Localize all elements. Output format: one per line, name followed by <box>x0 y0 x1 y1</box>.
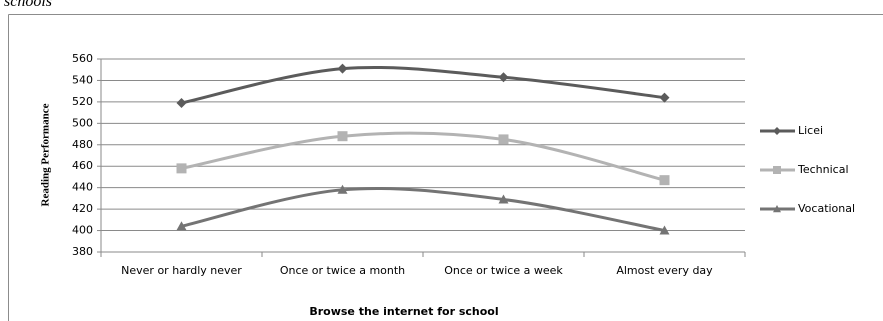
point-marker <box>498 134 509 145</box>
y-tick-label: 380 <box>72 245 93 258</box>
point-marker <box>337 184 348 194</box>
y-tick-label: 400 <box>72 224 93 237</box>
y-tick-label: 460 <box>72 159 93 172</box>
x-tick-label: Never or hardly never <box>121 264 242 277</box>
y-tick-label: 540 <box>72 73 93 86</box>
point-marker <box>176 163 187 174</box>
caption: schools <box>4 0 52 10</box>
legend-marker <box>773 127 781 135</box>
y-tick-label: 560 <box>72 52 93 65</box>
point-marker <box>337 131 348 142</box>
y-tick-label: 480 <box>72 138 93 151</box>
legend-label: Licei <box>798 124 823 137</box>
point-marker <box>176 221 187 231</box>
point-marker <box>176 97 187 108</box>
point-marker <box>659 175 670 186</box>
x-tick-label: Once or twice a month <box>279 264 406 277</box>
series-line <box>181 186 665 233</box>
x-tick-label: Once or twice a week <box>444 264 563 277</box>
y-tick-label: 440 <box>72 181 93 194</box>
legend-marker <box>773 205 781 213</box>
x-axis-label: Browse the internet for school <box>309 305 498 318</box>
y-tick-label: 500 <box>72 116 93 129</box>
point-marker <box>498 72 509 83</box>
point-marker <box>498 194 509 204</box>
series-line <box>181 131 665 182</box>
legend-marker <box>773 166 781 174</box>
point-marker <box>659 225 670 235</box>
x-tick-label: Almost every day <box>616 264 713 277</box>
legend-label: Technical <box>797 163 849 176</box>
series-line <box>181 65 665 105</box>
point-marker <box>659 92 670 103</box>
point-marker <box>337 63 348 74</box>
y-tick-label: 420 <box>72 202 93 215</box>
y-axis-label: Reading Performance <box>40 103 52 206</box>
legend-label: Vocational <box>798 202 855 215</box>
y-tick-label: 520 <box>72 95 93 108</box>
